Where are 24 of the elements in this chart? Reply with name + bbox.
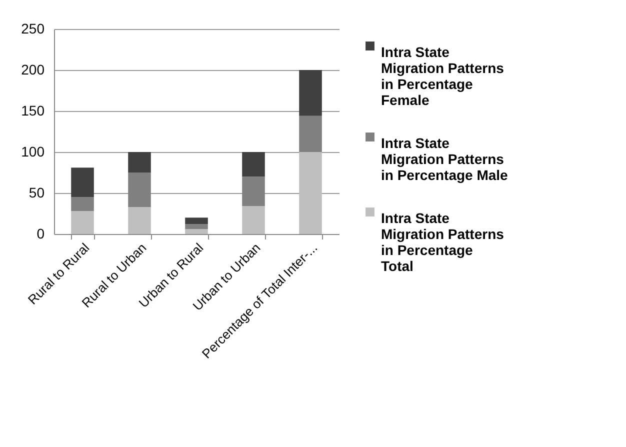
y-tick-label: 250 (21, 20, 45, 36)
bar (299, 116, 322, 152)
bar (299, 70, 322, 116)
bar (185, 218, 208, 224)
bar (128, 152, 151, 172)
y-tick-label: 150 (21, 102, 45, 118)
y-tick-label: 100 (21, 144, 45, 160)
bar (71, 168, 94, 198)
bar (128, 206, 151, 234)
bar (185, 224, 208, 230)
bar (242, 206, 265, 234)
legend-label: Intra State Migration Patterns in Percentage Male (381, 135, 508, 183)
legend-label: Intra State Migration Patterns in Percentage Female (381, 44, 504, 108)
y-tick-label: 50 (28, 184, 45, 200)
bar (299, 152, 322, 234)
y-tick-label: 0 (36, 226, 45, 242)
bar (71, 197, 94, 212)
legend-label: Intra State Migration Patterns in Percentage Total (381, 210, 504, 274)
bar (185, 229, 208, 234)
bar (71, 211, 94, 234)
bar (242, 176, 265, 206)
bar (242, 152, 265, 177)
bar (128, 172, 151, 207)
y-tick-label: 200 (21, 62, 45, 78)
